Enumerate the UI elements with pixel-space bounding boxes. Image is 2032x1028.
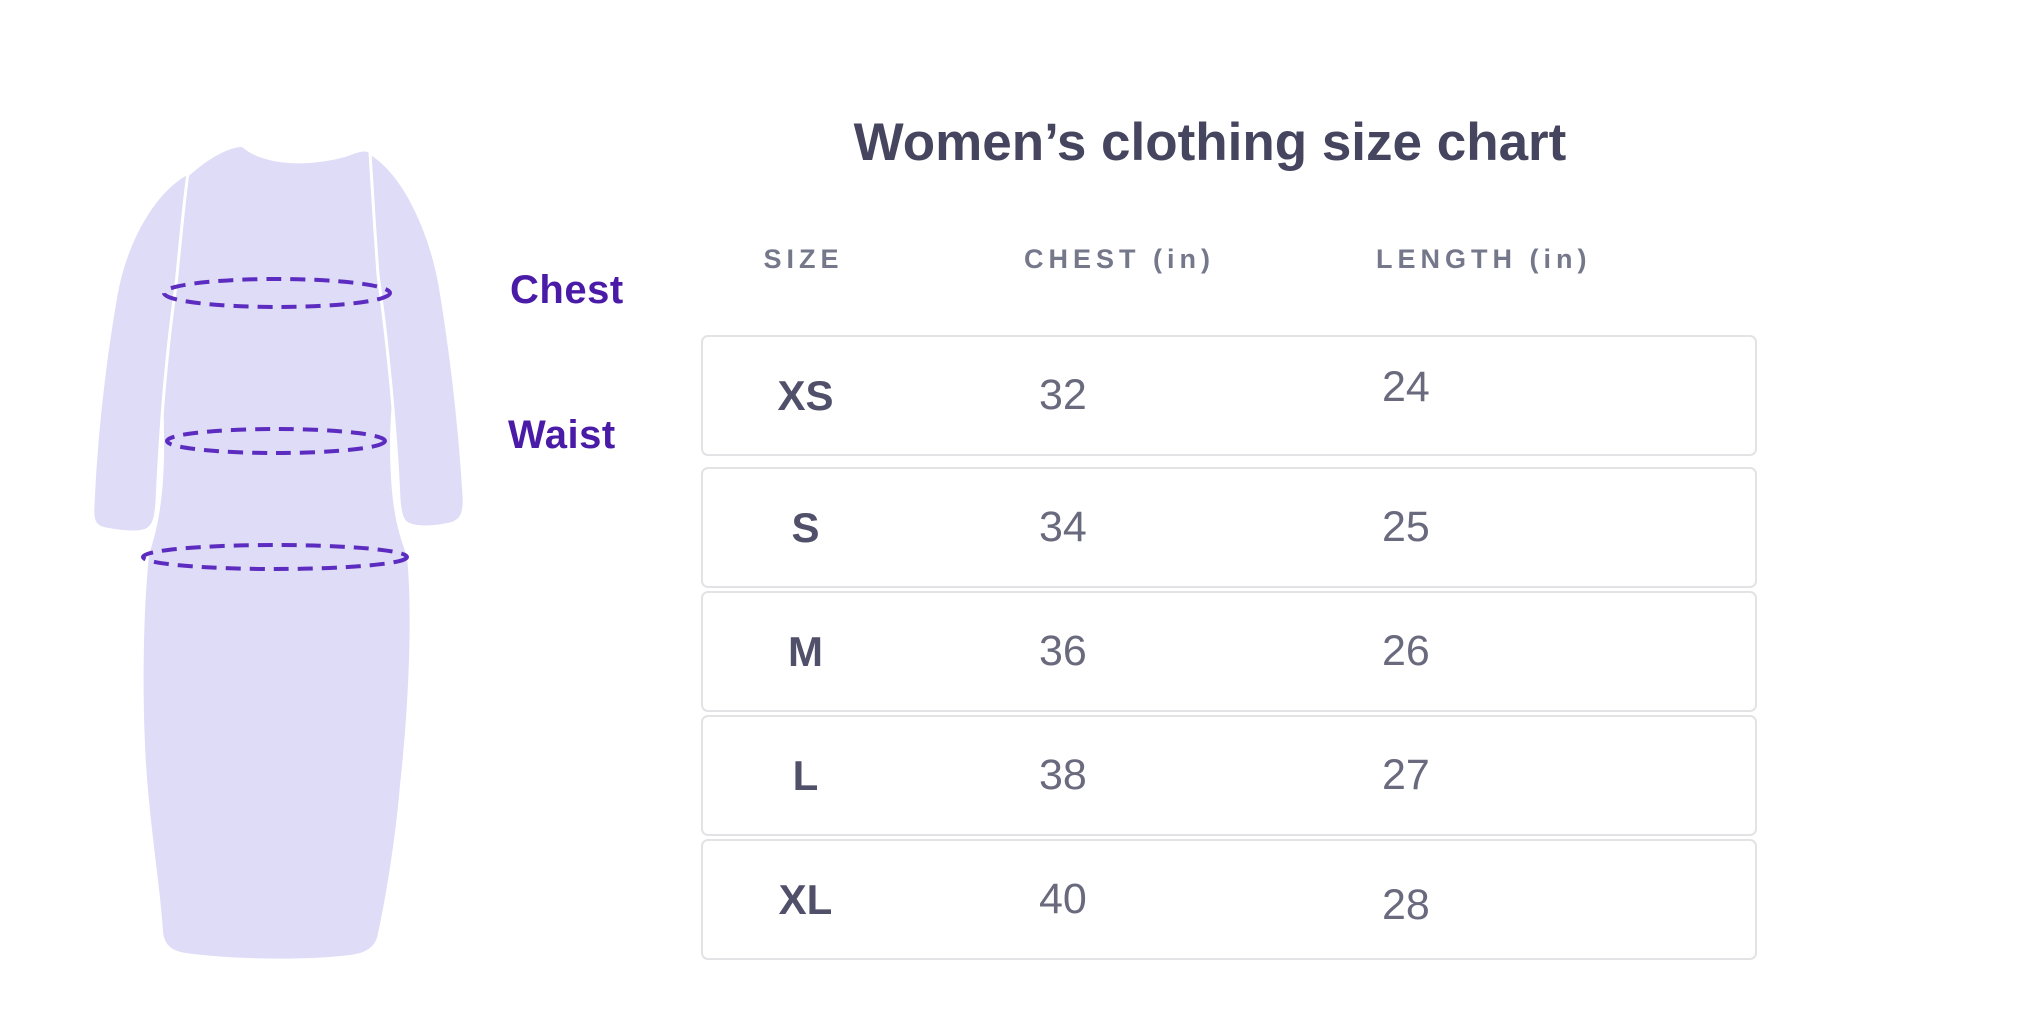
length-cell: 24 xyxy=(1247,363,1755,420)
length-value: 24 xyxy=(1382,363,1430,411)
chest-cell: 32 xyxy=(1039,371,1087,419)
chest-cell: 34 xyxy=(1039,503,1087,551)
size-cell: L xyxy=(792,751,819,799)
length-cell: 25 xyxy=(1382,503,1430,551)
column-header-size: SIZE xyxy=(763,244,844,274)
table-row: XS 32 24 xyxy=(701,335,1757,456)
chest-cell: 38 xyxy=(1039,751,1087,799)
chest-cell: 40 xyxy=(1039,875,1087,923)
page-title: Women’s clothing size chart xyxy=(853,113,1567,172)
size-cell: M xyxy=(788,627,823,675)
length-cell: 26 xyxy=(1382,627,1430,675)
dress-right-sleeve-shape xyxy=(368,150,466,529)
length-cell: 28 xyxy=(1247,875,1755,929)
size-cell: XS xyxy=(777,371,834,419)
table-header: SIZE CHEST (in) LENGTH (in) xyxy=(701,244,1757,275)
table-row: S 34 25 xyxy=(701,467,1757,588)
hip-measure-ellipse xyxy=(141,543,409,571)
size-cell: S xyxy=(791,503,820,551)
size-cell: XL xyxy=(778,875,833,923)
length-value: 28 xyxy=(1382,881,1430,929)
dress-illustration xyxy=(60,135,490,975)
length-cell: 27 xyxy=(1382,751,1430,799)
dress-left-sleeve-shape xyxy=(91,170,190,534)
size-table: XS 32 24 S 34 25 M 36 26 L 38 27 XL 40 2… xyxy=(701,335,1757,963)
waist-label: Waist xyxy=(508,413,616,457)
table-row: M 36 26 xyxy=(701,591,1757,712)
chest-measure-ellipse xyxy=(162,277,392,309)
chest-label: Chest xyxy=(510,268,624,312)
waist-measure-ellipse xyxy=(165,427,387,455)
dress-body-shape xyxy=(142,147,416,959)
table-row: L 38 27 xyxy=(701,715,1757,836)
table-row: XL 40 28 xyxy=(701,839,1757,960)
chest-cell: 36 xyxy=(1039,627,1087,675)
column-header-chest: CHEST (in) xyxy=(1024,244,1215,274)
dress-silhouette-svg xyxy=(91,147,466,959)
column-header-length: LENGTH (in) xyxy=(1376,244,1592,274)
